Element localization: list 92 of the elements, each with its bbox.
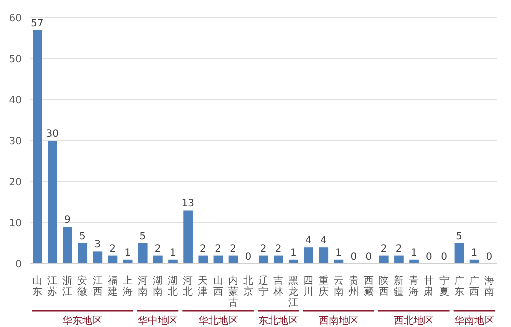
data-label: 2 bbox=[396, 244, 402, 255]
x-tick-label: 新疆 bbox=[394, 275, 404, 298]
bar bbox=[319, 248, 329, 264]
data-label: 2 bbox=[200, 244, 206, 255]
data-label: 30 bbox=[46, 129, 59, 140]
x-tick-label: 浙江 bbox=[62, 275, 73, 298]
x-tick-label: 山东 bbox=[32, 275, 43, 298]
text: 华东地区 bbox=[62, 315, 103, 327]
x-tick-label: 四川 bbox=[304, 276, 314, 298]
data-label: 1 bbox=[170, 248, 176, 259]
text: 华北地区 bbox=[198, 315, 238, 327]
text: 华南地区 bbox=[454, 315, 494, 327]
x-tick-label: 吉林 bbox=[272, 275, 284, 298]
text: 华中地区 bbox=[138, 315, 178, 327]
x-tick-label: 黑龙江 bbox=[288, 276, 299, 309]
data-label: 1 bbox=[124, 248, 132, 259]
y-tick-label: 20 bbox=[9, 178, 22, 189]
data-label: 57 bbox=[31, 18, 44, 30]
x-tick-label: 湖北 bbox=[168, 275, 178, 298]
x-tick-label: 山西 bbox=[213, 275, 224, 298]
x-tick-label: 重庆 bbox=[318, 275, 329, 298]
bar bbox=[304, 248, 314, 264]
data-label: 0 bbox=[441, 252, 448, 263]
bar bbox=[274, 256, 284, 264]
x-tick-label: 云南 bbox=[334, 276, 344, 298]
x-tick-label: 内蒙古 bbox=[228, 275, 238, 309]
text: 西北地区 bbox=[394, 315, 434, 327]
x-tick-label: 湖南 bbox=[153, 275, 164, 298]
data-label: 2 bbox=[260, 244, 267, 255]
x-tick-label: 安徽 bbox=[78, 275, 88, 298]
data-label: 2 bbox=[275, 244, 282, 255]
data-label: 2 bbox=[110, 244, 116, 255]
bar bbox=[48, 141, 58, 264]
x-tick-label: 海南 bbox=[484, 275, 494, 298]
data-label: 1 bbox=[471, 248, 478, 259]
bar bbox=[394, 256, 404, 264]
data-label: 1 bbox=[290, 248, 297, 259]
text: 西南地区 bbox=[318, 315, 359, 327]
x-tick-label: 贵州 bbox=[348, 275, 359, 298]
x-tick-label: 辽宁 bbox=[258, 275, 268, 298]
x-tick-label: 西藏 bbox=[364, 276, 374, 298]
x-tick-label: 广西 bbox=[469, 275, 480, 298]
x-tick-label: 江西 bbox=[92, 275, 103, 298]
x-tick-label: 陕西 bbox=[379, 275, 390, 298]
y-tick-label: 60 bbox=[9, 14, 22, 25]
x-tick-label: 青海 bbox=[409, 275, 420, 298]
x-tick-label: 上海 bbox=[122, 275, 133, 298]
data-label: 0 bbox=[350, 252, 358, 263]
data-label: 5 bbox=[456, 232, 463, 242]
bar bbox=[33, 30, 42, 264]
x-tick-label: 天津 bbox=[198, 276, 208, 298]
data-label: 2 bbox=[154, 244, 162, 255]
data-label: 1 bbox=[336, 248, 342, 259]
data-label: 0 bbox=[426, 252, 432, 263]
bar bbox=[454, 244, 464, 264]
x-tick-label: 甘肃 bbox=[424, 275, 434, 298]
data-label: 0 bbox=[245, 252, 252, 263]
x-tick-label: 福建 bbox=[106, 275, 118, 298]
x-tick-label: 江苏 bbox=[48, 275, 58, 298]
data-label: 0 bbox=[366, 252, 372, 263]
y-tick-label: 10 bbox=[9, 218, 22, 230]
bar bbox=[379, 256, 389, 264]
x-tick-label: 广东 bbox=[454, 275, 464, 298]
data-label: 3 bbox=[94, 240, 101, 251]
data-label: 13 bbox=[182, 198, 195, 210]
x-tick-label: 宁夏 bbox=[439, 275, 450, 298]
bar bbox=[63, 227, 72, 264]
bar bbox=[184, 210, 193, 264]
bar bbox=[258, 256, 268, 264]
x-tick-label: 北京 bbox=[243, 275, 254, 298]
y-tick-label: 30 bbox=[9, 136, 22, 148]
bar bbox=[93, 252, 103, 264]
data-label: 1 bbox=[410, 248, 418, 259]
data-label: 0 bbox=[486, 252, 493, 263]
data-label: 4 bbox=[306, 236, 312, 247]
y-tick-label: 0 bbox=[16, 260, 22, 271]
y-tick-label: 40 bbox=[9, 96, 22, 107]
bar bbox=[154, 256, 163, 264]
text: 东北地区 bbox=[258, 315, 299, 327]
data-label: 5 bbox=[140, 232, 146, 242]
bar bbox=[198, 256, 208, 264]
x-tick-label: 河南 bbox=[138, 275, 148, 298]
data-label: 2 bbox=[215, 244, 222, 255]
bar bbox=[78, 244, 88, 264]
data-label: 5 bbox=[80, 232, 86, 242]
bar bbox=[138, 244, 148, 264]
y-tick-label: 50 bbox=[9, 54, 22, 66]
data-label: 9 bbox=[64, 215, 71, 226]
data-label: 2 bbox=[230, 244, 237, 255]
x-tick-label: 河北 bbox=[183, 275, 194, 298]
data-label: 4 bbox=[320, 236, 327, 247]
data-label: 2 bbox=[380, 244, 388, 255]
